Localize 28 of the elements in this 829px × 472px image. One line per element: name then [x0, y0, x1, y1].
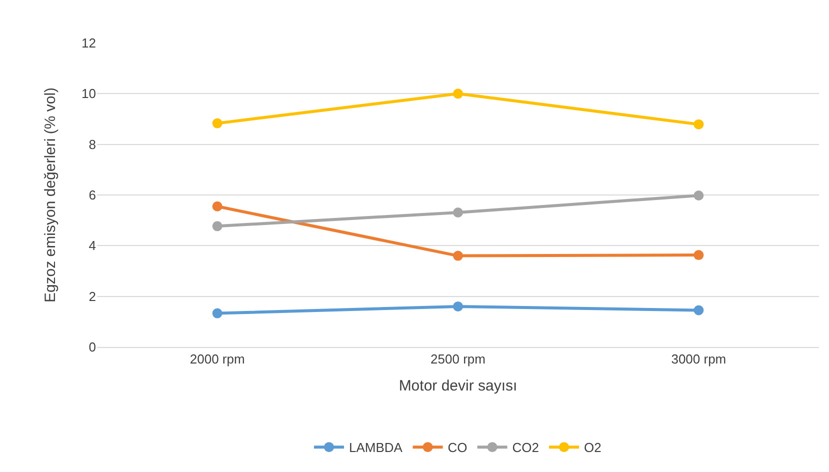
point: [212, 118, 222, 128]
point: [212, 221, 222, 232]
point: [694, 250, 704, 260]
x-axis-title: Motor devir sayısı: [398, 378, 518, 395]
y-tick-label: 10: [82, 86, 96, 102]
x-tick-label: 2000 rpm: [190, 352, 245, 367]
point: [694, 190, 704, 201]
y-tick-label: 6: [88, 188, 96, 203]
y-tick-label: 0: [88, 340, 96, 355]
y-axis-title: Egzoz emisyon değerleri (% vol): [42, 87, 59, 303]
legend-label: LAMBDA: [349, 440, 403, 456]
point: [453, 88, 463, 99]
legend-label: O2: [584, 440, 602, 456]
point: [453, 207, 463, 218]
y-tick-label: 12: [82, 36, 96, 51]
point: [694, 119, 704, 130]
y-tick-label: 8: [88, 136, 96, 152]
point: [453, 301, 463, 312]
point: [212, 201, 222, 212]
point: [694, 305, 704, 316]
y-tick-label: 4: [88, 238, 96, 254]
point: [453, 250, 463, 261]
legend-label: CO: [448, 440, 468, 456]
legend-label: CO2: [512, 440, 540, 456]
x-tick-label: 3000 rpm: [671, 352, 726, 367]
x-tick-label: 2500 rpm: [430, 352, 486, 367]
point: [212, 308, 222, 318]
y-tick-label: 2: [88, 288, 96, 304]
